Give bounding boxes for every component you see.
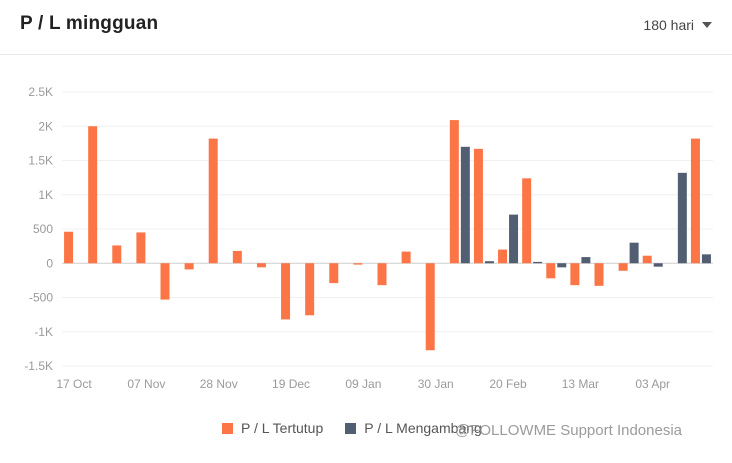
x-tick-label: 20 Feb	[489, 377, 527, 391]
watermark: @FOLLOWME Support Indonesia	[455, 422, 682, 439]
x-tick-label: 09 Jan	[345, 377, 381, 391]
bar-closed[interactable]	[281, 263, 291, 320]
bar-floating[interactable]	[533, 261, 543, 264]
bar-closed[interactable]	[329, 263, 339, 284]
x-tick-label: 30 Jan	[418, 377, 454, 391]
bar-closed[interactable]	[184, 263, 194, 270]
bar-closed[interactable]	[546, 263, 556, 279]
x-tick-label: 07 Nov	[127, 377, 165, 391]
legend-item-floating[interactable]: P / L Mengambang	[345, 420, 482, 436]
x-tick-label: 17 Oct	[56, 377, 92, 391]
y-tick-label: -1K	[34, 325, 53, 339]
bar-closed[interactable]	[208, 138, 218, 264]
bar-floating[interactable]	[653, 263, 663, 267]
watermark-text: @FOLLOWME Support Indonesia	[455, 422, 682, 439]
bar-floating[interactable]	[484, 261, 494, 264]
bar-closed[interactable]	[353, 263, 363, 265]
y-tick-label: -500	[29, 291, 53, 305]
bar-closed[interactable]	[690, 138, 700, 264]
bar-floating[interactable]	[557, 263, 567, 268]
chevron-down-icon	[702, 22, 712, 28]
bar-closed[interactable]	[401, 251, 411, 264]
bar-closed[interactable]	[498, 249, 508, 264]
bar-closed[interactable]	[449, 120, 459, 264]
bar-floating[interactable]	[629, 242, 639, 264]
bar-floating[interactable]	[701, 254, 711, 264]
chart-title: P / L mingguan	[20, 13, 159, 34]
bar-floating[interactable]	[581, 257, 591, 264]
chart-header: P / L mingguan 180 hari	[0, 0, 732, 55]
legend-label-closed: P / L Tertutup	[241, 420, 324, 436]
bar-closed[interactable]	[594, 263, 604, 286]
x-tick-label: 28 Nov	[200, 377, 238, 391]
y-tick-label: 2.5K	[28, 85, 53, 99]
y-tick-label: 1K	[38, 188, 53, 202]
bar-closed[interactable]	[88, 126, 98, 264]
bar-closed[interactable]	[64, 231, 74, 264]
bar-floating[interactable]	[509, 214, 519, 264]
bar-floating[interactable]	[460, 146, 470, 264]
x-tick-label: 13 Mar	[562, 377, 599, 391]
bar-closed[interactable]	[377, 263, 387, 286]
bar-closed[interactable]	[160, 263, 170, 300]
bar-closed[interactable]	[522, 178, 532, 264]
legend-item-closed[interactable]: P / L Tertutup	[222, 420, 323, 436]
chart-legend: P / L Tertutup P / L Mengambang	[222, 420, 482, 436]
y-tick-label: -1.5K	[24, 359, 53, 373]
bar-closed[interactable]	[256, 263, 266, 268]
legend-swatch-floating	[345, 422, 357, 434]
y-tick-label: 2K	[38, 119, 53, 133]
bar-closed[interactable]	[473, 148, 483, 264]
x-tick-label: 03 Apr	[635, 377, 670, 391]
bar-closed[interactable]	[618, 263, 628, 271]
y-tick-label: 1.5K	[28, 154, 53, 168]
period-label: 180 hari	[643, 17, 694, 33]
bar-closed[interactable]	[425, 263, 435, 351]
x-tick-label: 19 Dec	[272, 377, 310, 391]
legend-swatch-closed	[222, 422, 233, 434]
bar-closed[interactable]	[642, 255, 652, 264]
period-dropdown[interactable]: 180 hari	[643, 17, 712, 33]
bar-closed[interactable]	[136, 232, 146, 264]
bar-floating[interactable]	[677, 172, 687, 264]
bar-closed[interactable]	[305, 263, 315, 316]
bar-closed[interactable]	[570, 263, 580, 286]
bar-closed[interactable]	[232, 250, 242, 264]
legend-label-floating: P / L Mengambang	[364, 420, 482, 436]
y-tick-label: 0	[46, 256, 53, 270]
y-tick-label: 500	[33, 222, 53, 236]
bar-closed[interactable]	[112, 245, 122, 264]
